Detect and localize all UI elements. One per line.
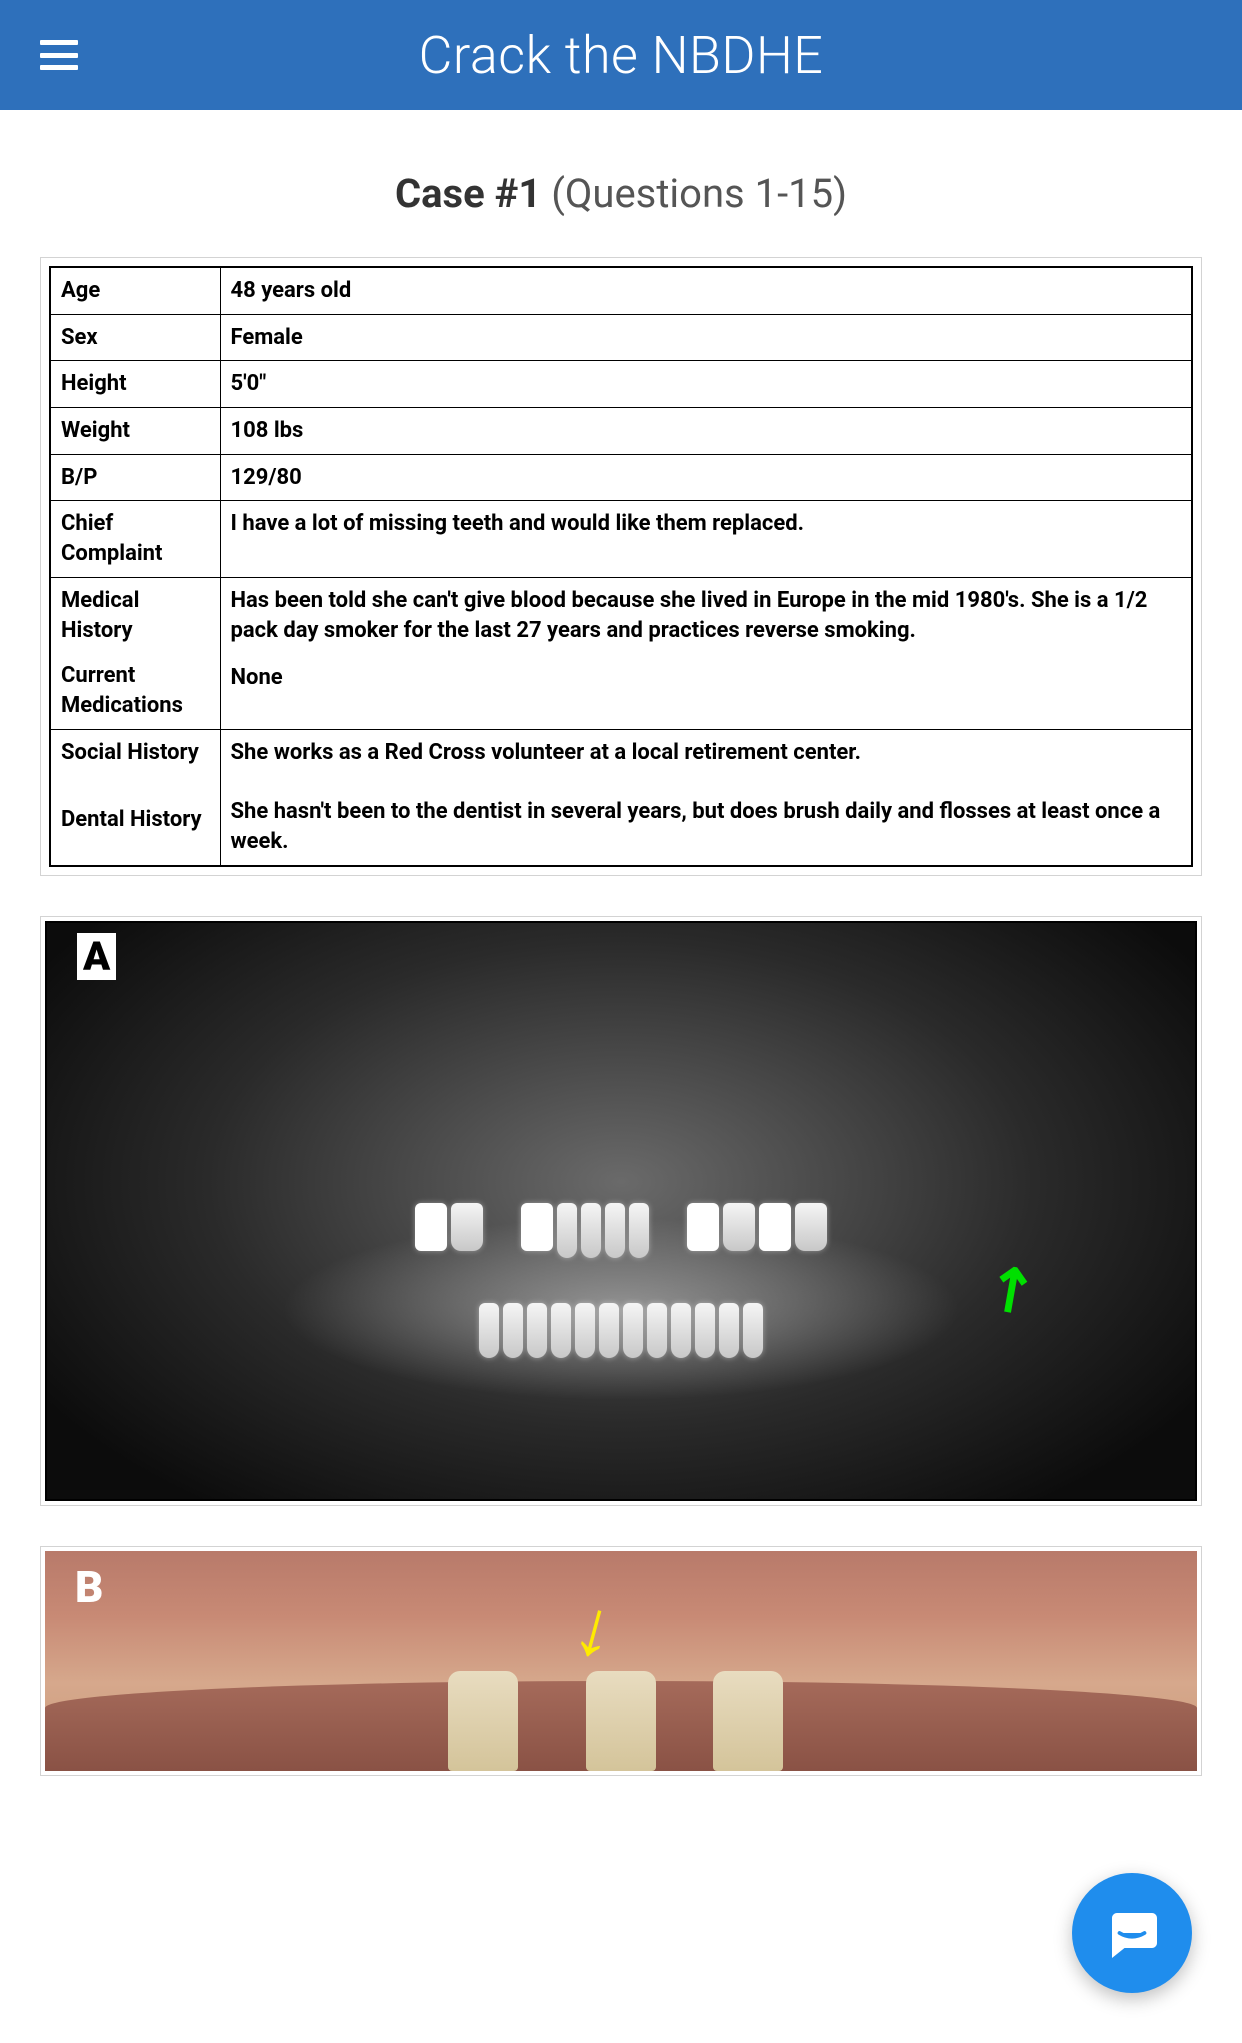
intraoral-photo-image: B ↓ xyxy=(45,1551,1197,1771)
field-value-chief: I have a lot of missing teeth and would … xyxy=(220,501,1192,577)
table-row: Weight 108 lbs xyxy=(50,408,1192,455)
app-title: Crack the NBDHE xyxy=(419,25,824,86)
clinical-photo-panel: B ↓ xyxy=(40,1546,1202,1776)
table-row: B/P 129/80 xyxy=(50,454,1192,501)
table-row: Medical History Has been told she can't … xyxy=(50,577,1192,653)
image-label-a: A xyxy=(77,933,116,980)
table-row: Chief Complaint I have a lot of missing … xyxy=(50,501,1192,577)
field-label-height: Height xyxy=(50,361,220,408)
field-label-age: Age xyxy=(50,267,220,314)
table-row: Height 5'0" xyxy=(50,361,1192,408)
field-label-bp: B/P xyxy=(50,454,220,501)
image-label-b: B xyxy=(75,1561,103,1613)
case-header: Case #1 (Questions 1-15) xyxy=(0,110,1242,257)
field-value-weight: 108 lbs xyxy=(220,408,1192,455)
table-row: Social History She works as a Red Cross … xyxy=(50,729,1192,797)
field-value-bp: 129/80 xyxy=(220,454,1192,501)
field-value-height: 5'0" xyxy=(220,361,1192,408)
patient-info-table: Age 48 years old Sex Female Height 5'0" … xyxy=(49,266,1193,867)
field-label-dental: Dental History xyxy=(50,797,220,866)
app-header: Crack the NBDHE xyxy=(0,0,1242,110)
field-value-age: 48 years old xyxy=(220,267,1192,314)
field-label-meds: Current Medications xyxy=(50,653,220,729)
case-number: Case #1 xyxy=(395,170,541,217)
menu-icon[interactable] xyxy=(40,40,78,70)
xray-panel: A ↗ xyxy=(40,916,1202,1506)
field-value-sex: Female xyxy=(220,314,1192,361)
chat-icon xyxy=(1102,1903,1162,1963)
field-value-medhist: Has been told she can't give blood becau… xyxy=(231,586,1182,645)
table-row: Sex Female xyxy=(50,314,1192,361)
yellow-arrow-icon: ↓ xyxy=(563,1577,626,1678)
field-value-meds: None xyxy=(231,663,1182,693)
field-label-medhist: Medical History xyxy=(50,577,220,653)
field-label-weight: Weight xyxy=(50,408,220,455)
panoramic-xray-image: A ↗ xyxy=(45,921,1197,1501)
case-range: (Questions 1-15) xyxy=(551,170,847,217)
content-area: Age 48 years old Sex Female Height 5'0" … xyxy=(0,257,1242,1816)
chat-button[interactable] xyxy=(1072,1873,1192,1993)
field-value-social: She works as a Red Cross volunteer at a … xyxy=(231,738,1182,768)
field-label-sex: Sex xyxy=(50,314,220,361)
patient-info-panel: Age 48 years old Sex Female Height 5'0" … xyxy=(40,257,1202,876)
field-label-social: Social History xyxy=(50,729,220,797)
field-label-chief: Chief Complaint xyxy=(50,501,220,577)
field-value-dental: She hasn't been to the dentist in severa… xyxy=(231,797,1182,856)
table-row: Age 48 years old xyxy=(50,267,1192,314)
